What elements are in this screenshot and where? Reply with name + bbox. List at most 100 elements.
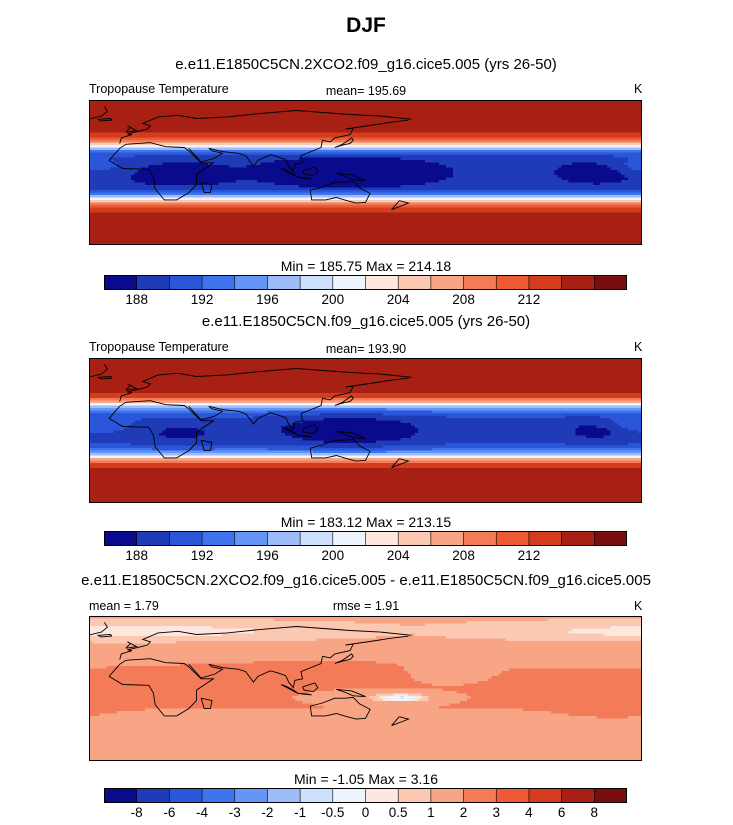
panel1-colorbar-box [397, 275, 432, 290]
panel2-colorbar-tick-label: 192 [191, 548, 214, 563]
field-cells [89, 358, 642, 503]
coastline [200, 697, 213, 710]
coastline [96, 118, 113, 122]
panel3-colorbar-box [365, 788, 399, 803]
panel1-colorbar-box [234, 275, 269, 290]
panel3-colorbar-tick-label: -2 [261, 805, 273, 820]
coastline [108, 400, 215, 459]
panel3-rmse-label: rmse = 1.91 [333, 599, 399, 613]
panel3-colorbar-tick-label: -0.5 [321, 805, 344, 820]
panel2-colorbar [104, 531, 627, 546]
panel1-colorbar-box [267, 275, 301, 290]
coastline [200, 439, 213, 452]
panel1-colorbar [104, 275, 627, 290]
coastline [297, 176, 312, 180]
panel2-colorbar-box [495, 531, 530, 546]
coastline [280, 168, 299, 178]
panel1-colorbar-tick-label: 200 [322, 292, 345, 307]
coastline [334, 137, 354, 148]
panel2-colorbar-box [397, 531, 432, 546]
panel2-colorbar-tick-label: 204 [387, 548, 410, 563]
panel3-colorbar-outline [104, 788, 627, 803]
panel3-colorbar-tick-label: -3 [229, 805, 241, 820]
panel3-colorbar-box [463, 788, 497, 803]
panel2-field-label: Tropopause Temperature [89, 340, 229, 354]
panel3-colorbar-box [267, 788, 301, 803]
panel1-colorbar-box [365, 275, 399, 290]
panel1-colorbar-box [561, 275, 595, 290]
coastline [188, 635, 409, 689]
coastline [125, 125, 139, 133]
panel1-colorbar-box [169, 275, 203, 290]
panel3-colorbar-tick-label: 0 [362, 805, 370, 820]
panel2-colorbar-box [365, 531, 399, 546]
panel3-colorbar-box [397, 788, 432, 803]
panel1-colorbar-tick-label: 192 [191, 292, 214, 307]
panel2-colorbar-box [299, 531, 334, 546]
coastline [89, 622, 108, 636]
panel1-colorbar-tick-label: 204 [387, 292, 410, 307]
panel1-colorbar-box [136, 275, 170, 290]
coastline [309, 696, 371, 720]
panel3-colorbar [104, 788, 627, 803]
panel2-colorbar-box [430, 531, 465, 546]
panel3-minmax-label: Min = -1.05 Max = 3.16 [294, 771, 438, 787]
panel1-field-label: Tropopause Temperature [89, 82, 229, 96]
coastline [336, 688, 366, 698]
panel3-map [89, 616, 642, 761]
coastline [391, 200, 410, 211]
coastline [188, 377, 409, 431]
field-cells [89, 100, 642, 245]
panel1-colorbar-tick-label: 208 [452, 292, 475, 307]
panel3-colorbar-tick-label: -4 [196, 805, 208, 820]
panel3-colorbar-tick-label: 4 [525, 805, 533, 820]
panel2-colorbar-tick-label: 188 [125, 548, 148, 563]
coastline [119, 110, 412, 144]
panel1-colorbar-box [299, 275, 334, 290]
panel3-colorbar-box [104, 788, 138, 803]
panel1-colorbar-tick-label: 196 [256, 292, 279, 307]
panel1-colorbar-box [594, 275, 627, 290]
panel2-minmax-label: Min = 183.12 Max = 213.15 [281, 514, 451, 530]
panel3-colorbar-tick-label: 0.5 [389, 805, 408, 820]
panel3-colorbar-box [136, 788, 170, 803]
panel1-colorbar-ticks: 188 192 196 200 204 208 212 [104, 292, 627, 310]
panel2-colorbar-box [463, 531, 497, 546]
panel2-colorbar-box [201, 531, 236, 546]
panel2-colorbar-box [136, 531, 170, 546]
panel3-colorbar-ticks: -8 -6 -4 -3 -2 -1 -0.5 0 0.5 1 2 3 4 6 8 [104, 805, 627, 823]
panel1-map [89, 100, 642, 245]
panel2-colorbar-tick-label: 200 [322, 548, 345, 563]
panel3-colorbar-box [332, 788, 367, 803]
panel2-colorbar-tick-label: 196 [256, 548, 279, 563]
panel3-units: K [634, 599, 642, 613]
panel2-colorbar-ticks: 188 192 196 200 204 208 212 [104, 548, 627, 566]
panel2-colorbar-tick-label: 208 [452, 548, 475, 563]
coastline [334, 653, 354, 664]
panel1-mean-label: mean= 195.69 [326, 84, 406, 98]
panel3-colorbar-tick-label: 1 [427, 805, 435, 820]
panel1-colorbar-box [201, 275, 236, 290]
coastline [391, 716, 410, 727]
coastline [302, 424, 319, 435]
panel1-colorbar-tick-label: 188 [125, 292, 148, 307]
panel2-colorbar-box [561, 531, 595, 546]
panel3-colorbar-box [430, 788, 465, 803]
panel1-colorbar-outline [104, 275, 627, 290]
panel3-colorbar-box [234, 788, 269, 803]
panel2-map [89, 358, 642, 503]
coastline [96, 376, 113, 380]
panel3-colorbar-box [201, 788, 236, 803]
panel2-case-title: e.e11.E1850C5CN.f09_g16.cice5.005 (yrs 2… [202, 313, 530, 330]
panel3-colorbar-box [528, 788, 563, 803]
panel2-colorbar-box [267, 531, 301, 546]
coastline [280, 426, 299, 436]
coastline [280, 684, 299, 694]
coastline [391, 458, 410, 469]
map-frame [89, 100, 642, 245]
figure-title: DJF [346, 14, 386, 38]
panel3-colorbar-box [561, 788, 595, 803]
panel3-colorbar-box [169, 788, 203, 803]
coastline [108, 142, 215, 201]
panel3-colorbar-box [299, 788, 334, 803]
